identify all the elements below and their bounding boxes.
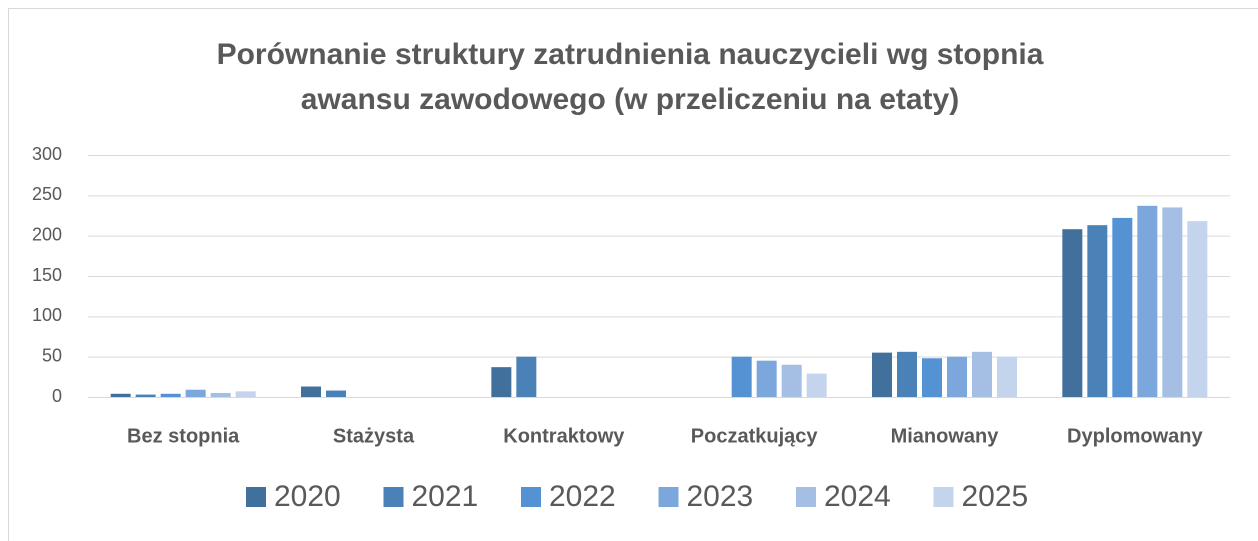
x-tick-label: Mianowany — [891, 425, 1000, 447]
x-tick-label: Dyplomowany — [1067, 425, 1203, 447]
bar — [1137, 205, 1158, 397]
x-tick-label: Bez stopnia — [127, 425, 240, 447]
bar — [972, 351, 992, 397]
bar — [210, 392, 231, 397]
bar — [756, 360, 777, 397]
bar — [110, 393, 131, 397]
legend-label: 2025 — [962, 480, 1029, 513]
bar — [781, 364, 802, 397]
bar — [947, 356, 967, 397]
legend-swatch — [933, 487, 954, 507]
x-tick-label: Poczatkujący — [691, 425, 819, 447]
bar — [301, 386, 321, 397]
bar — [897, 351, 917, 397]
y-tick-label: 250 — [32, 184, 62, 204]
chart-border — [8, 8, 1258, 541]
x-tick-label: Stażysta — [333, 425, 415, 447]
bar — [731, 356, 752, 397]
legend-label: 2024 — [824, 480, 891, 513]
bar — [806, 373, 827, 397]
bar — [1187, 221, 1208, 397]
y-tick-label: 0 — [52, 386, 62, 406]
bar — [1112, 217, 1133, 397]
y-tick-label: 50 — [42, 345, 62, 365]
legend-swatch — [383, 487, 404, 507]
bar — [516, 356, 537, 397]
bar — [922, 358, 942, 397]
legend-label: 2020 — [274, 480, 341, 513]
bar — [326, 390, 346, 397]
legend-swatch — [246, 487, 266, 507]
bar — [491, 367, 512, 397]
bar — [997, 356, 1017, 397]
chart-title: Porównanie struktury zatrudnienia nauczy… — [216, 38, 1044, 116]
bar — [235, 391, 256, 397]
bar — [185, 389, 206, 397]
legend-label: 2021 — [412, 480, 479, 513]
legend-label: 2022 — [549, 480, 616, 513]
legend-swatch — [658, 487, 679, 507]
legend-swatch — [796, 487, 816, 507]
bar — [1062, 229, 1083, 397]
legend-swatch — [521, 487, 541, 507]
y-tick-label: 100 — [32, 305, 62, 325]
bar — [1162, 207, 1183, 397]
y-tick-label: 300 — [32, 144, 62, 164]
bar — [872, 352, 892, 397]
x-tick-label: Kontraktowy — [503, 425, 625, 447]
legend-label: 2023 — [687, 480, 754, 513]
bar — [160, 393, 181, 397]
y-tick-label: 150 — [32, 265, 62, 285]
bar — [1087, 225, 1108, 397]
y-tick-label: 200 — [32, 224, 62, 244]
bar — [135, 394, 156, 397]
